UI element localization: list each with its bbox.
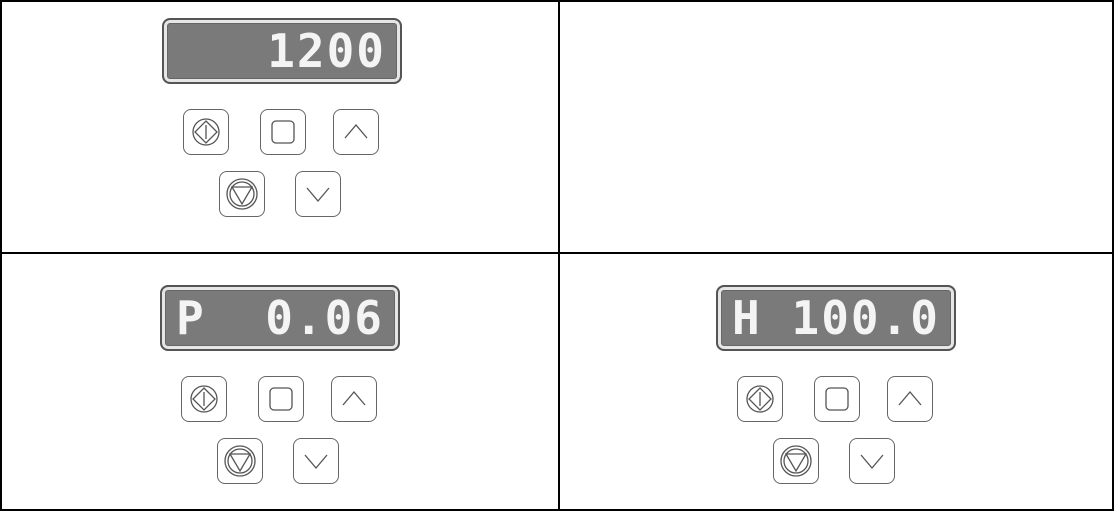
- table-border: [0, 252, 1114, 254]
- down-icon: [296, 172, 340, 216]
- down-button[interactable]: [295, 171, 341, 217]
- down-button[interactable]: [293, 438, 339, 484]
- up-button[interactable]: [887, 376, 933, 422]
- stop-icon: [815, 377, 859, 421]
- reset-icon: [220, 172, 264, 216]
- stop-button[interactable]: [814, 376, 860, 422]
- display: P 0.06: [160, 285, 400, 351]
- display: H 100.0: [716, 285, 956, 351]
- reset-button[interactable]: [217, 438, 263, 484]
- run-icon: [738, 377, 782, 421]
- stop-icon: [261, 110, 305, 154]
- run-button[interactable]: [737, 376, 783, 422]
- run-button[interactable]: [181, 376, 227, 422]
- stop-button[interactable]: [260, 109, 306, 155]
- up-button[interactable]: [333, 109, 379, 155]
- run-button[interactable]: [183, 109, 229, 155]
- down-icon: [294, 439, 338, 483]
- display-mode: P: [176, 287, 204, 349]
- stop-icon: [259, 377, 303, 421]
- up-icon: [888, 377, 932, 421]
- reset-button[interactable]: [773, 438, 819, 484]
- reset-icon: [218, 439, 262, 483]
- display-value: 100.0: [792, 287, 940, 349]
- display: 1200: [162, 18, 402, 84]
- table-border: [0, 0, 1114, 2]
- run-icon: [184, 110, 228, 154]
- run-icon: [182, 377, 226, 421]
- reset-icon: [774, 439, 818, 483]
- display-mode: H: [732, 287, 760, 349]
- stop-button[interactable]: [258, 376, 304, 422]
- keypad-figure: 1200 P 0.06 H 100.0: [0, 0, 1114, 511]
- up-icon: [334, 110, 378, 154]
- reset-button[interactable]: [219, 171, 265, 217]
- down-icon: [850, 439, 894, 483]
- table-border: [0, 0, 2, 511]
- up-icon: [332, 377, 376, 421]
- up-button[interactable]: [331, 376, 377, 422]
- table-border: [558, 0, 560, 511]
- down-button[interactable]: [849, 438, 895, 484]
- display-value: 1200: [267, 20, 386, 82]
- display-value: 0.06: [265, 287, 384, 349]
